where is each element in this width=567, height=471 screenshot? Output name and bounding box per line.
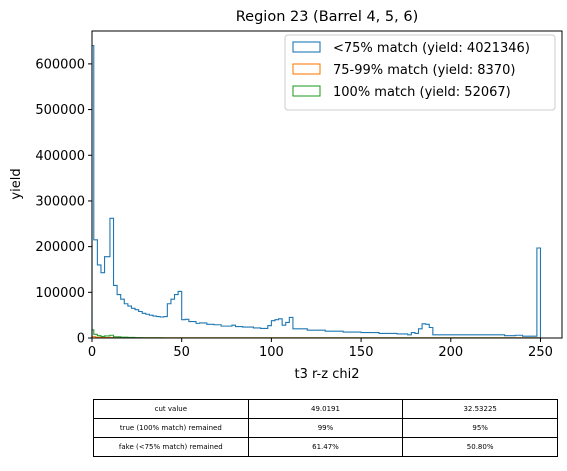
x-tick-label-3: 150: [349, 345, 374, 360]
table-row: true (100% match) remained 99% 95%: [93, 418, 558, 438]
legend-swatch-1: [292, 63, 321, 75]
y-tick-label-2: 200000: [35, 240, 85, 255]
table-cell: 32.53225: [402, 399, 558, 419]
legend-swatch-0: [292, 41, 321, 53]
x-tick-label-0: 0: [88, 345, 96, 360]
y-tick-label-5: 500000: [35, 103, 85, 118]
legend: <75% match (yield: 4021346) 75-99% match …: [284, 34, 556, 111]
series-0-histogram: [91, 45, 542, 338]
legend-box: [284, 34, 556, 111]
table-cell: 49.0191: [247, 399, 404, 419]
table-cell: 61.47%: [247, 437, 404, 457]
plot-frame: [91, 30, 563, 339]
legend-label-2: 100% match (yield: 52067): [333, 85, 511, 100]
series-2-histogram: [91, 329, 542, 339]
axis-ticks: 0 50 100 150 200 250 0 100000 200000 300000 400000…: [35, 57, 553, 360]
y-tick-label-0: 0: [77, 332, 85, 347]
x-tick-label-2: 100: [259, 345, 284, 360]
legend-label-1: 75-99% match (yield: 8370): [333, 63, 515, 78]
chart-title: Region 23 (Barrel 4, 5, 6): [236, 9, 418, 25]
legend-swatch-2: [292, 85, 321, 97]
x-tick-label-1: 50: [173, 345, 190, 360]
x-tick-label-5: 250: [528, 345, 553, 360]
table-row: fake (<75% match) remained 61.47% 50.80%: [93, 437, 558, 457]
table-cell: true (100% match) remained: [93, 418, 249, 438]
x-axis-label: t3 r-z chi2: [295, 367, 360, 382]
table-cell: cut value: [93, 399, 249, 419]
y-tick-label-3: 300000: [35, 194, 85, 209]
table-cell: fake (<75% match) remained: [93, 437, 249, 457]
chart: Region 23 (Barrel 4, 5, 6) 0 50 100 150 200 2…: [9, 9, 563, 382]
y-tick-label-6: 600000: [35, 57, 85, 72]
table-cell: 95%: [402, 418, 558, 438]
x-tick-label-4: 200: [438, 345, 463, 360]
legend-label-0: <75% match (yield: 4021346): [333, 41, 530, 56]
table-cell: 99%: [247, 418, 404, 438]
y-tick-label-4: 400000: [35, 149, 85, 164]
table-row: cut value 49.0191 32.53225: [93, 399, 558, 419]
y-axis-label: yield: [9, 168, 24, 199]
table-cell: 50.80%: [402, 437, 558, 457]
y-tick-label-1: 100000: [35, 286, 85, 301]
cut-table: cut value 49.0191 32.53225 true (100% match…: [93, 399, 558, 457]
